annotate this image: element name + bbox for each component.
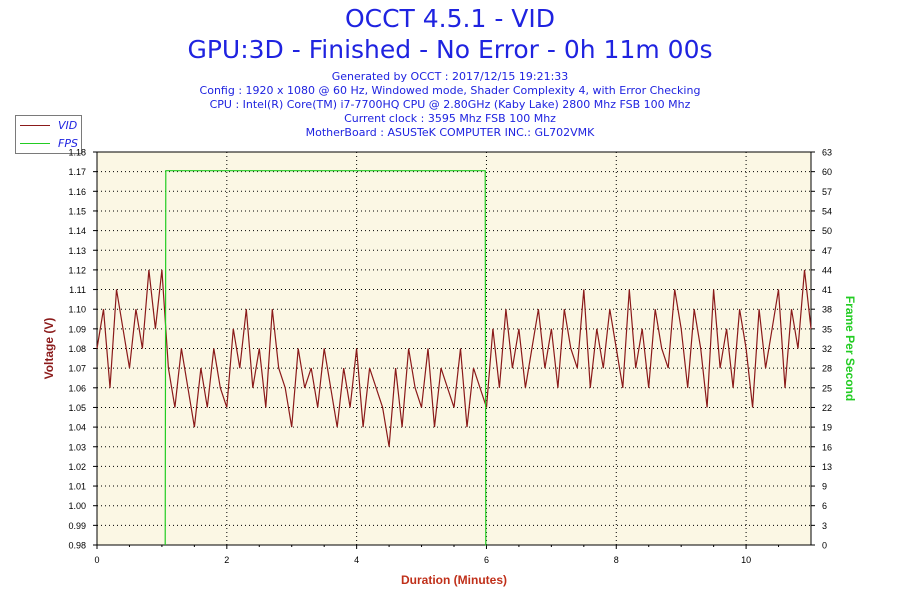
legend-swatch-fps — [20, 142, 50, 144]
y2-tick-label: 0 — [822, 541, 827, 551]
y2-tick-label: 54 — [822, 206, 832, 216]
info-motherboard: MotherBoard : ASUSTeK COMPUTER INC.: GL7… — [305, 126, 595, 139]
info-config: Config : 1920 x 1080 @ 60 Hz, Windowed m… — [199, 84, 701, 97]
y-tick-label: 1.09 — [68, 324, 86, 334]
chart-legend: VID FPS — [15, 115, 82, 154]
x-tick-label: 10 — [741, 555, 751, 565]
y-tick-label: 1.08 — [68, 344, 86, 354]
y-tick-label: 1.13 — [68, 246, 86, 256]
legend-label-fps: FPS — [58, 136, 78, 150]
legend-label-vid: VID — [58, 118, 78, 132]
y2-tick-label: 41 — [822, 285, 832, 295]
y2-tick-label: 6 — [822, 501, 827, 511]
y-tick-label: 1.15 — [68, 206, 86, 216]
y2-tick-label: 38 — [822, 305, 832, 315]
series-line-fps — [164, 170, 487, 546]
y-tick-label: 1.04 — [68, 423, 86, 433]
y-tick-label: 1.12 — [68, 265, 86, 275]
x-axis-title: Duration (Minutes) — [401, 573, 507, 587]
y-tick-label: 1.14 — [68, 226, 86, 236]
y2-tick-label: 50 — [822, 226, 832, 236]
chart-subtitle: GPU:3D - Finished - No Error - 0h 11m 00… — [187, 35, 713, 64]
info-generated: Generated by OCCT : 2017/12/15 19:21:33 — [331, 70, 569, 83]
legend-item-vid: VID — [20, 118, 77, 132]
y-tick-label: 1.10 — [68, 305, 86, 315]
y-tick-label: 1.11 — [69, 285, 86, 295]
series-line-vid — [96, 269, 812, 447]
y-tick-label: 1.05 — [68, 403, 86, 413]
y-tick-label: 1.18 — [68, 148, 86, 158]
y2-tick-label: 32 — [822, 344, 832, 354]
y-tick-label: 1.17 — [68, 167, 86, 177]
y2-tick-label: 44 — [822, 265, 832, 275]
y2-tick-label: 57 — [822, 187, 832, 197]
y-tick-label: 1.00 — [68, 501, 86, 511]
y2-tick-label: 63 — [822, 148, 832, 158]
legend-swatch-vid — [20, 124, 50, 126]
y2-tick-label: 16 — [822, 442, 832, 452]
x-tick-label: 6 — [484, 555, 489, 565]
x-tick-label: 2 — [224, 555, 229, 565]
x-tick-label: 0 — [94, 555, 99, 565]
y2-tick-label: 3 — [822, 521, 827, 531]
y-tick-label: 1.01 — [68, 482, 86, 492]
y-tick-label: 1.02 — [68, 462, 86, 472]
info-cpu: CPU : Intel(R) Core(TM) i7-7700HQ CPU @ … — [209, 98, 691, 111]
y-tick-label: 1.07 — [68, 364, 86, 374]
y2-tick-label: 13 — [822, 462, 832, 472]
y2-tick-label: 47 — [822, 246, 832, 256]
y-tick-label: 0.99 — [68, 521, 86, 531]
y2-tick-label: 25 — [822, 383, 832, 393]
y2-tick-label: 35 — [822, 324, 832, 334]
x-tick-label: 4 — [354, 555, 359, 565]
y2-tick-label: 9 — [822, 482, 827, 492]
y2-tick-label: 60 — [822, 167, 832, 177]
chart-title: OCCT 4.5.1 - VID — [344, 4, 556, 33]
info-clock: Current clock : 3595 Mhz FSB 100 Mhz — [344, 112, 556, 125]
y2-tick-label: 28 — [822, 364, 832, 374]
y2-axis-title: Frame Per Second — [843, 296, 857, 401]
y2-tick-label: 19 — [822, 423, 832, 433]
x-tick-label: 8 — [614, 555, 619, 565]
y-axis-title: Voltage (V) — [42, 318, 56, 380]
legend-item-fps: FPS — [20, 136, 78, 150]
y-tick-label: 1.06 — [68, 383, 86, 393]
y2-tick-label: 22 — [822, 403, 832, 413]
y-tick-label: 0.98 — [68, 541, 86, 551]
y-tick-label: 1.03 — [68, 442, 86, 452]
y-tick-label: 1.16 — [68, 187, 86, 197]
